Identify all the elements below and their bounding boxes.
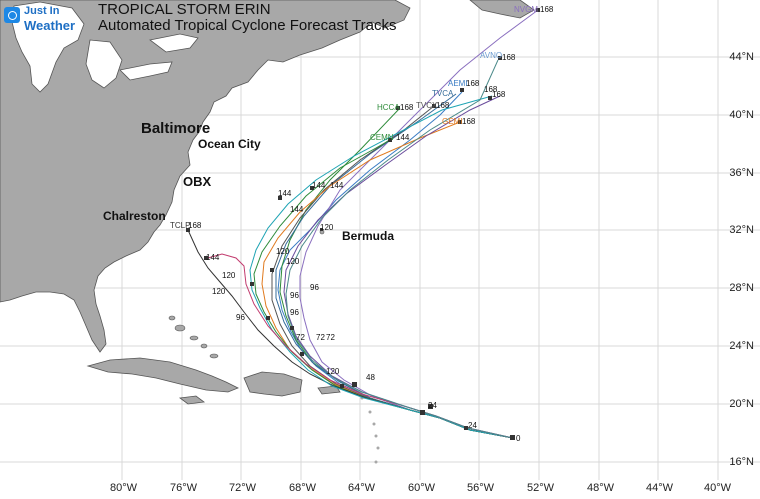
jamaica-island bbox=[178, 395, 206, 405]
hour-label: 168 bbox=[400, 103, 414, 112]
track-point-markers bbox=[186, 8, 540, 440]
hour-label: 96 bbox=[290, 291, 299, 300]
track-extra2 bbox=[285, 59, 514, 439]
lat-label: 44°N bbox=[729, 51, 754, 63]
place-label-bermuda: Bermuda bbox=[342, 229, 395, 243]
hour-label: 72 bbox=[316, 333, 325, 342]
hour-label: 120 bbox=[320, 223, 334, 232]
model-label-avno: AVNO bbox=[480, 51, 502, 60]
hour-label: 144 bbox=[312, 181, 326, 190]
place-label-charleston: Chalreston bbox=[103, 209, 166, 223]
map-title: TROPICAL STORM ERIN bbox=[98, 1, 271, 18]
lat-label: 20°N bbox=[729, 398, 754, 410]
model-label-cemn: CEMN bbox=[370, 133, 394, 142]
hour-label: 120 bbox=[326, 367, 340, 376]
lon-label: 52°W bbox=[527, 482, 555, 494]
track-avno bbox=[249, 95, 514, 439]
lon-label: 56°W bbox=[467, 482, 495, 494]
hour-label: 144 bbox=[278, 189, 292, 198]
model-label-nvgm: NVGM bbox=[514, 5, 538, 14]
hour-label: 168 bbox=[484, 85, 498, 94]
hour-labels: 168 168 168 168 168 168 168 168 168 144 … bbox=[188, 5, 554, 443]
lat-label: 24°N bbox=[729, 340, 754, 352]
hour-label: 120 bbox=[222, 271, 236, 280]
hour-label: 96 bbox=[236, 313, 245, 322]
hour-label: 168 bbox=[188, 221, 202, 230]
model-labels: HCCA AEMI TVCA TVCX GEMI CEMN TCLP NVGM … bbox=[170, 5, 538, 230]
hour-label: 72 bbox=[326, 333, 335, 342]
hispaniola-island bbox=[243, 371, 303, 397]
hour-label: 168 bbox=[436, 101, 450, 110]
lon-label: 64°W bbox=[348, 482, 376, 494]
newfoundland bbox=[469, 0, 535, 19]
puerto-rico-island bbox=[317, 385, 341, 395]
hour-label: 48 bbox=[366, 373, 375, 382]
hour-label: 0 bbox=[516, 434, 521, 443]
model-label-aemi: AEMI bbox=[448, 79, 468, 88]
great-lakes bbox=[11, 1, 199, 93]
cuba-island bbox=[86, 357, 239, 393]
hour-label: 144 bbox=[206, 253, 220, 262]
hour-label: 120 bbox=[276, 247, 290, 256]
lat-label: 36°N bbox=[729, 167, 754, 179]
lon-label: 60°W bbox=[408, 482, 436, 494]
hour-label: 24 bbox=[468, 421, 477, 430]
hour-label: 120 bbox=[212, 287, 226, 296]
lat-label: 16°N bbox=[729, 456, 754, 468]
logo-icon bbox=[4, 7, 20, 23]
bahamas-islands bbox=[168, 315, 219, 359]
logo-text-line1: Just In bbox=[24, 5, 60, 17]
hour-label: 168 bbox=[462, 117, 476, 126]
just-in-weather-logo: Just In Weather bbox=[4, 3, 75, 37]
north-america-land bbox=[0, 0, 411, 353]
lon-label: 76°W bbox=[170, 482, 198, 494]
map-header: Just In Weather TROPICAL STORM ERIN Auto… bbox=[0, 0, 420, 36]
model-label-tvca: TVCA bbox=[432, 89, 454, 98]
model-label-tclp: TCLP bbox=[170, 221, 190, 230]
hour-label: 96 bbox=[290, 308, 299, 317]
hour-label: 168 bbox=[540, 5, 554, 14]
lon-label: 72°W bbox=[229, 482, 257, 494]
place-label-ocean-city: Ocean City bbox=[198, 137, 261, 151]
hour-label: 168 bbox=[466, 79, 480, 88]
lat-label: 32°N bbox=[729, 224, 754, 236]
logo-text-line2: Weather bbox=[24, 18, 76, 33]
model-label-hcca: HCCA bbox=[377, 103, 400, 112]
lon-label: 68°W bbox=[289, 482, 317, 494]
hour-label: 168 bbox=[502, 53, 516, 62]
lesser-antilles bbox=[360, 396, 380, 464]
hour-label: 144 bbox=[396, 133, 410, 142]
lon-label: 80°W bbox=[110, 482, 138, 494]
lat-label: 40°N bbox=[729, 109, 754, 121]
model-label-tvcx: TVCX bbox=[416, 101, 438, 110]
hour-label: 72 bbox=[296, 333, 305, 342]
hour-label: 24 bbox=[428, 401, 437, 410]
hour-label: 96 bbox=[310, 283, 319, 292]
model-label-gem: GEMI bbox=[442, 117, 462, 126]
lon-label: 40°W bbox=[704, 482, 732, 494]
hour-label: 168 bbox=[492, 90, 506, 99]
place-label-baltimore: Baltimore bbox=[141, 120, 211, 137]
map-subtitle: Automated Tropical Cyclone Forecast Trac… bbox=[98, 17, 397, 34]
place-label-obx: OBX bbox=[183, 174, 212, 189]
lon-label: 48°W bbox=[587, 482, 615, 494]
hour-label: 144 bbox=[290, 205, 304, 214]
lon-label: 44°W bbox=[646, 482, 674, 494]
hour-label: 144 bbox=[330, 181, 344, 190]
hour-label: 120 bbox=[286, 257, 300, 266]
lat-label: 28°N bbox=[729, 282, 754, 294]
